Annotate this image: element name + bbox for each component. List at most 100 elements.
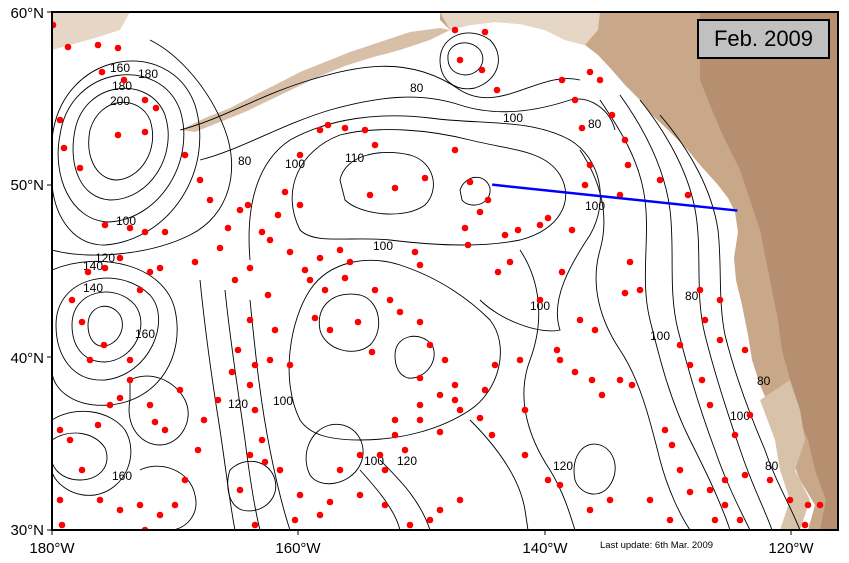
float-marker — [476, 414, 484, 422]
lon-label-120w: 120°W — [768, 540, 814, 557]
float-marker — [516, 356, 524, 364]
float-marker — [66, 436, 74, 444]
float-marker — [451, 396, 459, 404]
lat-label-60n: 60°N — [10, 5, 44, 22]
float-marker — [451, 146, 459, 154]
float-marker — [296, 151, 304, 159]
float-marker — [161, 426, 169, 434]
float-marker — [136, 286, 144, 294]
float-marker — [721, 501, 729, 509]
float-marker — [401, 446, 409, 454]
contour-label: 160 — [135, 327, 155, 341]
float-marker — [60, 144, 68, 152]
float-marker — [246, 264, 254, 272]
contour-label: 180 — [112, 79, 132, 93]
float-marker — [326, 326, 334, 334]
float-marker — [626, 258, 634, 266]
float-marker — [416, 416, 424, 424]
float-marker — [136, 501, 144, 509]
float-marker — [346, 258, 354, 266]
float-marker — [141, 128, 149, 136]
float-marker — [114, 44, 122, 52]
float-marker — [558, 76, 566, 84]
float-marker — [506, 258, 514, 266]
float-marker — [456, 406, 464, 414]
float-marker — [441, 356, 449, 364]
float-marker — [766, 476, 774, 484]
float-marker — [246, 451, 254, 459]
axis-ticks — [47, 11, 792, 535]
float-marker — [628, 381, 636, 389]
float-marker — [258, 228, 266, 236]
float-markers — [52, 21, 824, 530]
float-marker — [494, 268, 502, 276]
float-marker — [200, 416, 208, 424]
float-marker — [324, 121, 332, 129]
float-marker — [706, 486, 714, 494]
float-marker — [544, 214, 552, 222]
float-marker — [571, 96, 579, 104]
float-marker — [371, 286, 379, 294]
float-marker — [194, 446, 202, 454]
contour-label: 160 — [110, 61, 130, 75]
float-marker — [366, 191, 374, 199]
float-marker — [321, 286, 329, 294]
float-marker — [706, 401, 714, 409]
lon-label-160w: 160°W — [275, 540, 321, 557]
float-marker — [354, 318, 362, 326]
float-marker — [296, 491, 304, 499]
float-marker — [801, 521, 809, 529]
float-marker — [181, 476, 189, 484]
float-marker — [606, 496, 614, 504]
lat-label-50n: 50°N — [10, 177, 44, 194]
float-marker — [52, 21, 57, 29]
float-marker — [381, 466, 389, 474]
float-marker — [56, 496, 64, 504]
float-marker — [676, 341, 684, 349]
contour-label: 100 — [373, 239, 393, 253]
contour-label: 100 — [116, 214, 136, 228]
float-marker — [191, 258, 199, 266]
contour-label: 100 — [650, 329, 670, 343]
float-marker — [493, 86, 501, 94]
float-marker — [666, 516, 674, 524]
float-marker — [514, 226, 522, 234]
contour-label: 80 — [588, 117, 602, 131]
float-marker — [56, 426, 64, 434]
float-marker — [341, 124, 349, 132]
float-marker — [78, 318, 86, 326]
contour-label: 120 — [95, 251, 115, 265]
float-marker — [596, 76, 604, 84]
contour-label: 120 — [553, 459, 573, 473]
float-marker — [686, 488, 694, 496]
float-marker — [361, 126, 369, 134]
float-marker — [176, 386, 184, 394]
float-marker — [316, 254, 324, 262]
float-marker — [576, 316, 584, 324]
float-marker — [816, 501, 824, 509]
float-marker — [101, 264, 109, 272]
float-marker — [161, 228, 169, 236]
date-label-box: Feb. 2009 — [697, 19, 830, 59]
float-marker — [568, 226, 576, 234]
float-marker — [141, 96, 149, 104]
float-marker — [391, 416, 399, 424]
float-marker — [711, 516, 719, 524]
float-marker — [244, 201, 252, 209]
float-marker — [116, 394, 124, 402]
contour-label: 100 — [730, 409, 750, 423]
float-marker — [286, 248, 294, 256]
float-marker — [84, 268, 92, 276]
float-marker — [236, 206, 244, 214]
float-marker — [341, 274, 349, 282]
float-marker — [101, 221, 109, 229]
float-marker — [416, 318, 424, 326]
float-marker — [501, 231, 509, 239]
float-marker — [214, 396, 222, 404]
float-marker — [376, 451, 384, 459]
float-marker — [698, 376, 706, 384]
float-marker — [481, 386, 489, 394]
float-marker — [616, 191, 624, 199]
float-marker — [326, 498, 334, 506]
